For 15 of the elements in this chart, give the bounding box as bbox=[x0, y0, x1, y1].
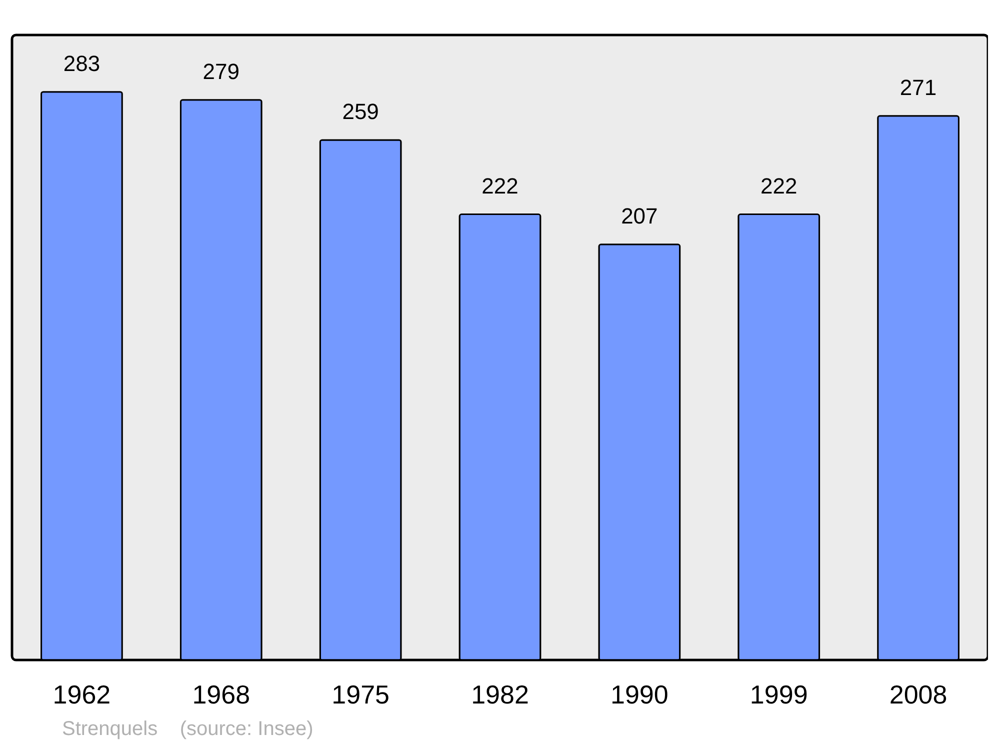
x-tick-label: 1999 bbox=[750, 680, 808, 710]
data-label: 222 bbox=[482, 173, 518, 198]
data-label: 259 bbox=[342, 99, 379, 124]
x-tick-label: 1975 bbox=[332, 680, 390, 710]
x-tick-label: 1982 bbox=[471, 680, 529, 710]
data-label: 279 bbox=[202, 58, 240, 84]
x-tick-label: 1968 bbox=[192, 680, 250, 710]
data-label: 271 bbox=[900, 74, 937, 100]
data-label: 222 bbox=[760, 173, 798, 198]
x-tick-label: 2008 bbox=[889, 680, 948, 710]
text: Strenquels (source: Insee) bbox=[62, 718, 314, 741]
x-tick-label: 1990 bbox=[610, 680, 668, 710]
data-label: 283 bbox=[63, 50, 100, 76]
x-tick-label: 1962 bbox=[52, 680, 111, 710]
data-label: 207 bbox=[621, 203, 658, 228]
